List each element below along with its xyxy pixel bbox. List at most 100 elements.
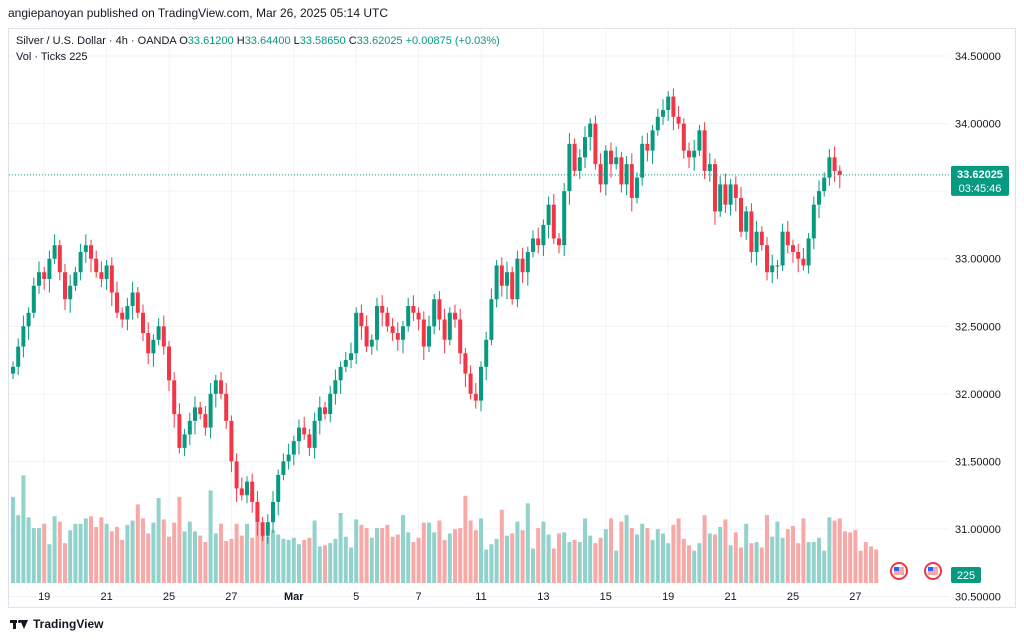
candle-body — [655, 116, 660, 131]
volume-bar — [89, 516, 93, 583]
volume-bar — [375, 528, 379, 583]
volume-bar — [848, 532, 853, 583]
candle-body — [260, 522, 265, 536]
volume-bar — [640, 523, 645, 583]
candle-body — [312, 420, 317, 448]
volume-legend-value: 225 — [69, 51, 88, 63]
volume-bar — [11, 496, 15, 583]
candle-body — [193, 407, 197, 421]
candle-body — [770, 265, 775, 273]
candle-body — [31, 285, 36, 313]
candle-body — [697, 130, 702, 151]
candle-body — [317, 407, 322, 421]
volume-bar — [250, 537, 255, 583]
candle-body — [525, 251, 530, 273]
volume-bar — [115, 527, 119, 583]
chart-frame[interactable]: 34.5000034.0000033.5000033.0000032.50000… — [8, 28, 1016, 608]
candle-body — [453, 312, 457, 320]
volume-bar — [401, 515, 405, 583]
candle-body — [203, 414, 208, 428]
volume-bar — [323, 545, 327, 583]
candle-body — [328, 393, 333, 415]
volume-bar — [707, 533, 712, 583]
high-value: 33.64400 — [244, 35, 291, 47]
candle-body — [598, 164, 603, 185]
volume-bar — [832, 520, 837, 583]
volume-bar — [791, 525, 795, 583]
volume-bar — [380, 528, 385, 583]
volume-bar — [739, 547, 743, 583]
y-tick-label: 31.50000 — [955, 456, 1001, 468]
close-label: C — [348, 35, 357, 47]
candle-body — [11, 366, 15, 374]
ohlc-legend: Silver / U.S. Dollar · 4h · OANDA O33.61… — [16, 33, 500, 49]
volume-bar — [869, 546, 873, 583]
volume-bar — [42, 523, 47, 583]
volume-bar — [177, 496, 182, 583]
candle-body — [796, 251, 801, 259]
volume-bar — [57, 521, 62, 583]
volume-bar — [63, 543, 67, 583]
candle-body — [276, 474, 281, 502]
y-tick-label: 31.00000 — [955, 524, 1001, 536]
x-tick-label: 27 — [225, 591, 237, 603]
candle-body — [68, 285, 73, 300]
volume-tag[interactable] — [951, 567, 981, 583]
candle-body — [468, 373, 473, 394]
volume-bar — [801, 518, 806, 583]
candle-body — [785, 231, 790, 246]
volume-bar — [141, 518, 145, 583]
candle-body — [427, 326, 431, 347]
candle-body — [780, 231, 785, 266]
volume-bar — [499, 509, 504, 583]
volume-bar — [551, 548, 556, 583]
candle-body — [505, 272, 509, 286]
candle-body — [635, 177, 639, 198]
candle-body — [99, 272, 104, 279]
x-tick-label: 27 — [849, 591, 861, 603]
candle-body — [323, 407, 327, 415]
candle-body — [437, 299, 442, 320]
candle-body — [421, 319, 426, 347]
candle-body — [723, 184, 728, 205]
volume-bar — [354, 519, 359, 583]
low-value: 33.58650 — [299, 35, 346, 47]
y-tick-label: 33.00000 — [955, 254, 1001, 266]
tradingview-footer[interactable]: TradingView — [10, 617, 103, 631]
volume-bar — [733, 532, 738, 583]
candle-body — [167, 346, 171, 381]
candle-body — [609, 150, 613, 165]
volume-bar — [172, 522, 177, 583]
candle-body — [291, 441, 296, 455]
volume-bar — [104, 523, 109, 583]
candle-body — [827, 157, 832, 178]
candle-body — [822, 177, 827, 192]
volume-legend-label[interactable]: Vol · Ticks — [16, 51, 67, 63]
volume-bar — [239, 535, 244, 583]
candle-body — [78, 251, 83, 273]
candle-body — [286, 454, 291, 462]
volume-bar — [603, 529, 608, 583]
volume-bar — [286, 539, 291, 583]
candle-body — [255, 501, 260, 523]
candle-body — [26, 312, 31, 327]
x-tick-label: 21 — [724, 591, 736, 603]
volume-bar — [208, 490, 213, 583]
price-chart[interactable]: 34.5000034.0000033.5000033.0000032.50000… — [9, 29, 1017, 609]
volume-bar — [468, 520, 473, 583]
volume-bar — [16, 515, 21, 583]
candle-body — [151, 339, 156, 354]
high-label: H — [236, 35, 245, 47]
volume-bar — [182, 531, 187, 583]
volume-bar — [702, 515, 707, 583]
symbol-title[interactable]: Silver / U.S. Dollar · 4h · OANDA — [16, 35, 177, 47]
volume-bar — [219, 523, 223, 583]
volume-bar — [681, 538, 686, 583]
candle-body — [385, 312, 390, 327]
volume-bar — [531, 548, 535, 583]
candle-body — [728, 184, 733, 205]
current-price-tag[interactable] — [951, 165, 1009, 196]
candle-body — [307, 434, 312, 448]
candle-body — [754, 231, 759, 252]
publisher-line: angiepanoyan published on TradingView.co… — [8, 6, 389, 20]
